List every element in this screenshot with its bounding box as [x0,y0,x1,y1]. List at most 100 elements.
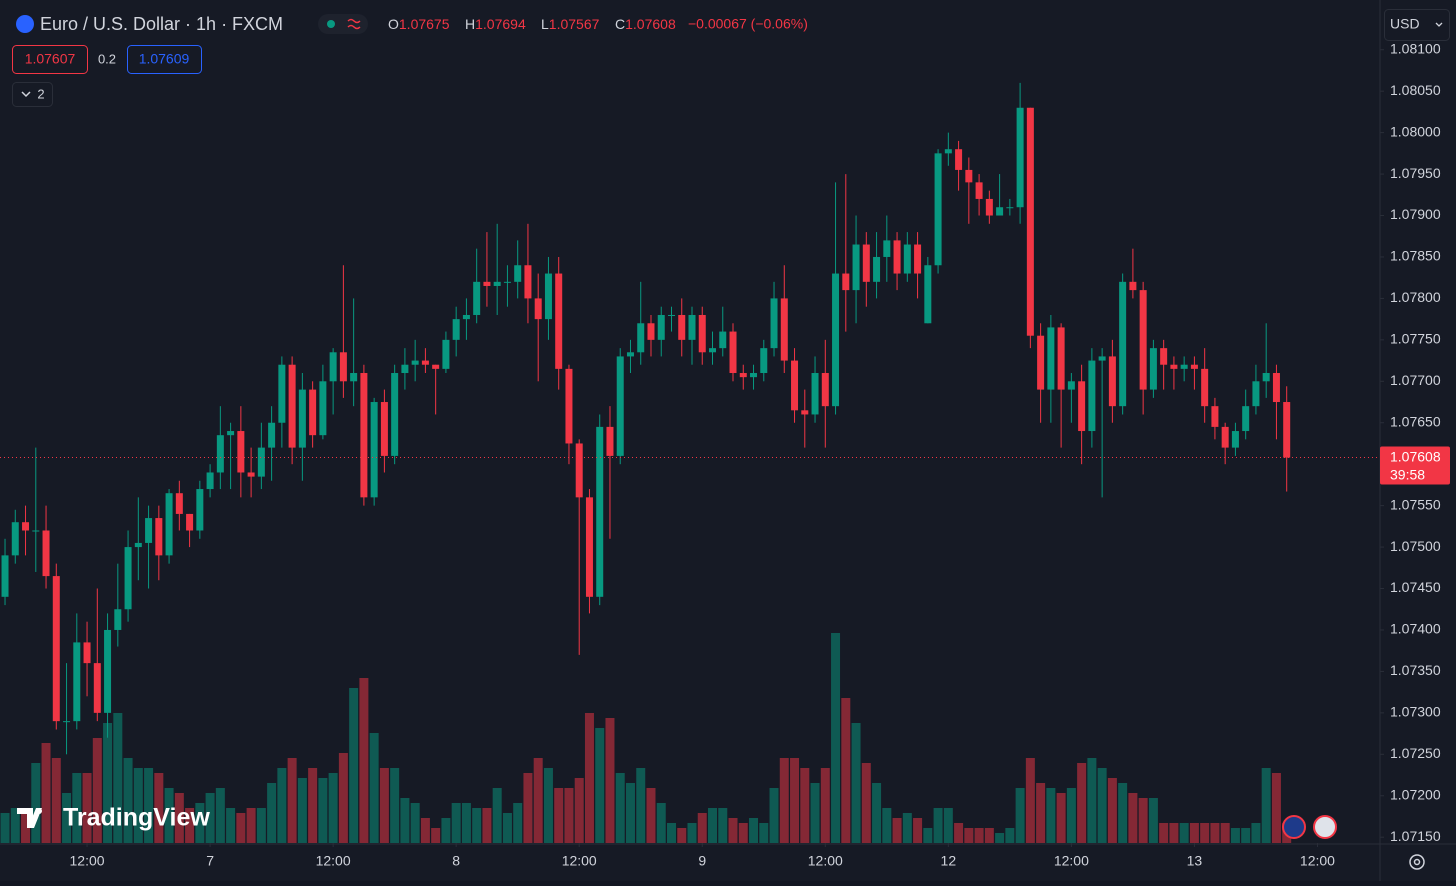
candle-body [503,281,511,283]
volume-bar [564,788,574,843]
volume-bar [246,808,256,843]
ask[interactable]: 1.07609 [139,51,190,67]
currency[interactable]: USD [1390,16,1420,32]
logo-dot [36,808,42,814]
y-tick-label: 1.07150 [1390,828,1441,844]
candle-body [1231,431,1239,448]
ohlc-value: 1.07675 [399,16,450,32]
volume-bar [625,783,635,843]
candle-body [237,431,245,473]
currency-select[interactable] [1384,9,1450,41]
volume-bar [872,783,882,843]
ohlc-label: L [541,16,549,32]
candle-body [709,348,717,353]
y-tick-label: 1.07350 [1390,662,1441,678]
candle-body [175,493,183,514]
volume-bar [236,813,246,843]
volume-bar [1241,828,1251,843]
volume-bar [1210,823,1220,843]
candle-body [1098,356,1106,361]
candle-body [606,426,614,456]
volume-bar [666,823,676,843]
volume-bar [390,768,400,843]
volume-bar [646,788,656,843]
indicators-toggle[interactable] [12,82,53,107]
volume-bar [72,773,82,843]
candle-body [1119,281,1127,407]
eu-flag[interactable] [1282,815,1306,839]
sell-button[interactable] [12,45,88,74]
volume-bar [943,808,953,843]
y-tick-label: 1.08100 [1390,40,1441,56]
volume-bar [51,758,61,843]
volume-bar [656,803,666,843]
candle-body [22,522,30,531]
candle-body [1180,364,1188,369]
candle-body [42,530,50,577]
candle-body [1262,373,1270,382]
data-delay-icon [347,18,361,30]
candle-body [1129,281,1137,291]
status-pill[interactable] [318,14,368,34]
volume-bar [533,758,543,843]
volume-bar [174,793,184,843]
volume-bar [1189,823,1199,843]
volume-bar [1220,823,1230,843]
symbol-icon [16,15,34,33]
volume-bar [308,768,318,843]
volume-bar [461,803,471,843]
candle-body [462,314,470,320]
y-tick-label: 1.07800 [1390,289,1441,305]
candle-body [278,364,286,423]
y-tick-label: 1.07900 [1390,206,1441,222]
us-flag[interactable] [1313,815,1337,839]
y-tick-label: 1.08000 [1390,123,1441,139]
candle-body [770,298,778,349]
chart-title[interactable]: Euro / U.S. Dollar · 1h · FXCM [40,14,283,34]
y-tick-label: 1.07650 [1390,413,1441,429]
candle-body [452,319,460,340]
volume-bar [1148,798,1158,843]
candle-body [1283,402,1291,458]
volume-bar [1251,823,1261,843]
candle-body [626,352,634,357]
volume-bar [1230,828,1240,843]
volume-bar [492,788,502,843]
candle-body [380,402,388,456]
last-price-label: 1.07608 [1390,448,1441,464]
volume-bar [595,728,605,843]
volume-bar [841,698,851,843]
candle-body [575,443,583,498]
logo-mark [17,808,42,828]
candle-body [206,472,214,490]
settings-button[interactable] [1409,854,1425,870]
volume-bar [1005,828,1015,843]
volume-bar [123,758,133,843]
volume-bar [718,808,728,843]
volume-bar [21,808,31,843]
volume-bar [62,793,72,843]
volume-bar [1138,798,1148,843]
bid[interactable]: 1.07607 [25,51,76,67]
candle-body [268,422,276,448]
volume-bar [554,788,564,843]
volume-bar [215,788,225,843]
x-tick-label: 12:00 [1054,853,1089,869]
volume-bar [1200,823,1210,843]
indicators-count[interactable]: 2 [37,86,44,101]
volume-bar [749,818,759,843]
candle-body [319,381,327,436]
candle-body [637,323,645,353]
candle-body [1252,381,1260,407]
candle-body [401,364,409,374]
candle-body [1221,426,1229,448]
buy-button[interactable] [127,45,202,74]
volume-bar [410,803,420,843]
volume-bar [154,773,164,843]
volume-bar [523,773,533,843]
volume-bar [379,768,389,843]
volume-bar [1056,793,1066,843]
volume-bar [831,633,841,843]
candle-body [883,240,891,257]
volume-bar [10,808,20,843]
